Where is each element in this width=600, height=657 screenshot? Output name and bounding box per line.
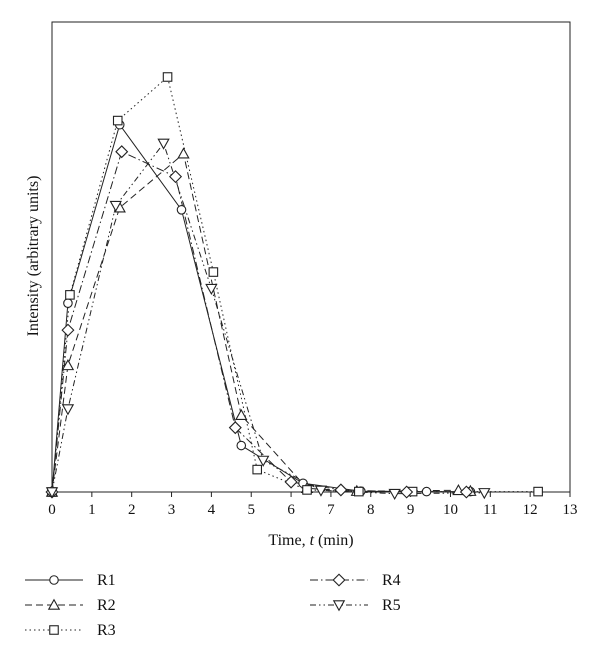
legend-label-r4: R4 (382, 572, 401, 589)
x-tick-label: 5 (247, 502, 255, 518)
data-point-r2 (61, 359, 75, 371)
legend-item-r1: R1 (25, 572, 116, 589)
data-point-r5 (388, 488, 401, 501)
data-point-r2 (177, 147, 190, 159)
data-point-r4 (284, 475, 298, 489)
x-tick-label: 8 (367, 502, 375, 518)
legend-item-r5: R5 (310, 597, 401, 614)
data-point-r1 (176, 205, 187, 215)
data-point-r5 (314, 485, 328, 497)
x-tick-label: 7 (327, 502, 335, 518)
data-point-r5 (109, 200, 122, 213)
legend-marker-r2 (47, 598, 61, 610)
data-point-r5 (45, 487, 59, 499)
x-tick-label: 2 (128, 502, 136, 518)
data-point-r3 (302, 485, 312, 495)
legend-label-r1: R1 (97, 572, 116, 589)
x-tick-label: 12 (523, 502, 538, 518)
plot-area-frame (51, 21, 571, 493)
data-point-r5 (256, 455, 270, 467)
legend-item-r3: R3 (25, 622, 116, 639)
y-axis-title: Intensity (arbitrary units) (25, 176, 42, 337)
data-point-r4 (334, 483, 348, 497)
data-point-r3 (533, 486, 543, 497)
x-tick-label: 1 (88, 502, 96, 518)
x-tick-label: 4 (208, 502, 216, 518)
data-point-r4 (168, 170, 183, 184)
x-axis-title-variable: t (310, 532, 315, 549)
data-point-r3 (162, 72, 173, 82)
x-axis-title-prefix: Time, (268, 532, 309, 549)
x-axis-title-suffix: (min) (314, 532, 354, 549)
data-point-r4 (115, 145, 129, 159)
data-point-r5 (61, 404, 75, 416)
data-point-r3 (354, 486, 364, 497)
legend-label-r2: R2 (97, 597, 116, 614)
x-tick-label: 3 (168, 502, 176, 518)
data-point-r3 (252, 464, 263, 475)
data-point-r4 (400, 485, 414, 499)
series-line-r3 (51, 76, 539, 493)
series-line-r5 (51, 142, 485, 495)
legend-marker-r3 (49, 625, 59, 635)
x-tick-label: 6 (287, 502, 295, 518)
data-point-r2 (235, 408, 248, 420)
x-tick-label: 10 (443, 502, 458, 518)
x-tick-label: 0 (48, 502, 56, 518)
legend-marker-r5 (332, 600, 346, 612)
legend-marker-r1 (49, 575, 59, 585)
data-point-r3 (65, 290, 75, 300)
data-point-r5 (157, 138, 170, 150)
legend-label-r3: R3 (97, 622, 116, 639)
data-point-r1 (236, 440, 247, 451)
data-point-r5 (205, 283, 218, 296)
data-point-r5 (478, 488, 491, 500)
legend-item-r2: R2 (25, 597, 116, 614)
data-point-r4 (228, 421, 242, 435)
data-point-r4 (459, 485, 473, 499)
legend-label-r5: R5 (382, 597, 401, 614)
x-tick-label: 9 (407, 502, 415, 518)
series-line-r4 (51, 151, 467, 493)
data-point-r3 (208, 267, 219, 277)
data-point-r1 (63, 298, 73, 308)
x-tick-label: 13 (563, 502, 578, 518)
data-point-r3 (112, 115, 123, 126)
legend-marker-r4 (332, 573, 346, 587)
legend: R1 R2 R3 R4 R5 (25, 572, 401, 639)
data-point-r4 (61, 323, 75, 337)
data-point-r1 (421, 486, 432, 497)
legend-item-r4: R4 (310, 572, 401, 589)
x-axis-title: Time, t (min) (268, 532, 353, 549)
x-tick-label: 11 (483, 502, 497, 518)
